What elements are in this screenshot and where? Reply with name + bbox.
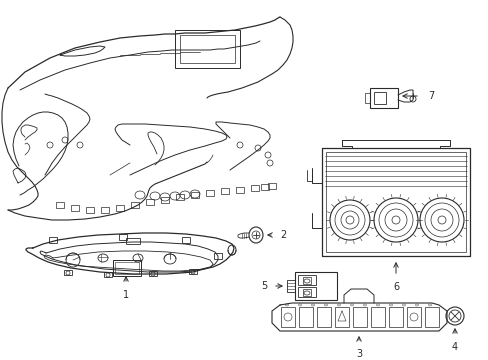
Bar bbox=[334, 307, 348, 327]
Bar bbox=[182, 237, 190, 243]
Text: 4: 4 bbox=[451, 342, 457, 352]
Bar bbox=[267, 183, 275, 189]
Bar bbox=[86, 207, 94, 213]
Text: 3: 3 bbox=[355, 349, 361, 359]
Bar bbox=[298, 307, 312, 327]
Bar bbox=[116, 205, 124, 211]
Text: 5: 5 bbox=[260, 281, 266, 291]
Text: 6: 6 bbox=[392, 282, 398, 292]
Bar bbox=[104, 272, 112, 277]
Bar bbox=[221, 188, 228, 194]
Bar bbox=[303, 289, 310, 296]
Bar bbox=[286, 280, 294, 292]
Bar bbox=[149, 271, 157, 276]
Bar bbox=[101, 207, 109, 213]
Bar bbox=[161, 197, 169, 203]
Bar bbox=[316, 307, 330, 327]
Bar bbox=[325, 152, 465, 252]
Bar bbox=[236, 187, 244, 193]
Bar bbox=[191, 192, 199, 198]
Bar bbox=[214, 253, 222, 259]
Bar bbox=[370, 307, 384, 327]
Bar bbox=[424, 307, 438, 327]
Bar bbox=[189, 269, 197, 274]
Bar bbox=[303, 277, 310, 284]
Bar bbox=[126, 238, 140, 244]
Bar bbox=[131, 202, 139, 208]
Bar bbox=[175, 30, 240, 68]
Bar bbox=[406, 307, 420, 327]
Bar bbox=[205, 190, 214, 196]
Bar bbox=[49, 237, 57, 243]
Bar bbox=[250, 185, 259, 191]
Bar bbox=[64, 270, 72, 275]
Bar bbox=[176, 194, 183, 200]
Bar bbox=[115, 262, 139, 274]
Bar bbox=[113, 260, 141, 276]
Bar bbox=[373, 92, 385, 104]
Bar bbox=[119, 234, 127, 240]
Bar bbox=[180, 35, 235, 63]
Bar bbox=[352, 307, 366, 327]
Bar bbox=[297, 275, 315, 285]
Bar bbox=[297, 287, 315, 297]
Bar bbox=[56, 202, 64, 208]
Bar bbox=[281, 307, 294, 327]
Bar bbox=[369, 88, 397, 108]
Bar bbox=[294, 272, 336, 300]
Text: 7: 7 bbox=[427, 91, 433, 101]
Bar bbox=[364, 93, 369, 103]
Text: 2: 2 bbox=[280, 230, 285, 240]
Bar bbox=[146, 199, 154, 205]
Bar bbox=[261, 184, 268, 190]
Bar bbox=[388, 307, 402, 327]
Bar bbox=[71, 205, 79, 211]
Text: 1: 1 bbox=[122, 290, 129, 300]
